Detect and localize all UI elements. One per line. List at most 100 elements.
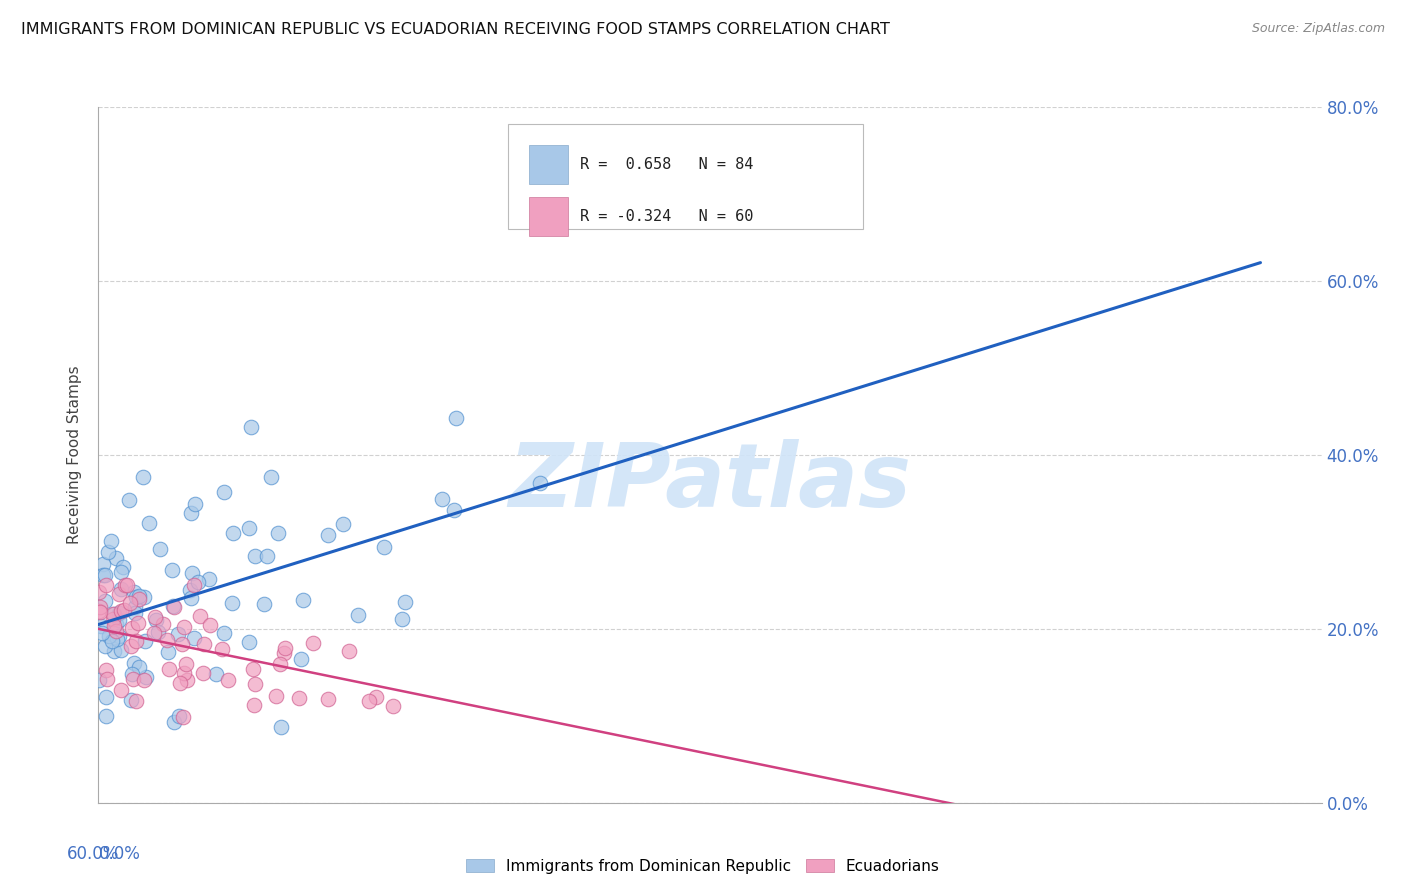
Point <box>91 626 114 640</box>
Text: ZIPatlas: ZIPatlas <box>509 439 911 526</box>
Point <box>221 596 243 610</box>
Point <box>135 670 157 684</box>
Point <box>290 652 312 666</box>
Point <box>110 682 132 697</box>
Point <box>91 567 114 582</box>
Point <box>125 633 148 648</box>
Point <box>110 565 132 579</box>
Point <box>124 600 146 615</box>
Point <box>212 484 235 499</box>
Point <box>174 657 197 671</box>
Point <box>89 604 111 618</box>
Point <box>391 612 413 626</box>
Point <box>96 709 118 723</box>
Point <box>238 635 260 649</box>
Point <box>266 689 288 703</box>
Point <box>191 665 214 680</box>
Point <box>529 475 551 490</box>
Point <box>239 420 262 434</box>
Point <box>96 578 118 592</box>
Point <box>128 660 150 674</box>
Point <box>382 698 405 713</box>
Point <box>122 585 145 599</box>
Text: R =  0.658   N = 84: R = 0.658 N = 84 <box>581 157 754 172</box>
Bar <box>529 197 568 235</box>
Point <box>152 617 174 632</box>
Point <box>217 673 239 688</box>
Point <box>108 586 131 600</box>
Point <box>160 563 183 577</box>
Point <box>104 616 127 631</box>
Point <box>125 694 148 708</box>
Point <box>252 597 274 611</box>
Point <box>332 516 354 531</box>
Point <box>221 526 243 541</box>
Point <box>316 527 339 541</box>
Point <box>134 633 156 648</box>
Point <box>108 613 131 627</box>
Point <box>242 698 264 712</box>
Point <box>373 540 395 554</box>
Point <box>96 690 118 704</box>
Point <box>292 593 315 607</box>
Point <box>121 667 143 681</box>
Point <box>103 607 125 621</box>
Point <box>288 690 311 705</box>
Point <box>318 692 340 706</box>
Point <box>238 521 260 535</box>
Point <box>245 549 267 563</box>
Point <box>94 639 117 653</box>
Point <box>243 676 266 690</box>
Point <box>273 647 295 661</box>
Point <box>128 592 150 607</box>
Text: 0.0%: 0.0% <box>98 845 141 863</box>
Point <box>267 525 290 540</box>
Point <box>149 542 172 557</box>
Point <box>112 603 135 617</box>
Point <box>205 667 228 681</box>
Point <box>101 607 124 621</box>
Point <box>124 606 146 620</box>
Point <box>121 621 143 635</box>
Point <box>132 673 155 687</box>
FancyBboxPatch shape <box>508 124 863 229</box>
Point <box>96 672 118 686</box>
Point <box>172 637 194 651</box>
Point <box>430 492 453 507</box>
Point <box>347 607 370 622</box>
Point <box>132 590 155 604</box>
Point <box>443 503 465 517</box>
Point <box>176 673 198 687</box>
Point <box>302 636 325 650</box>
Point <box>103 644 125 658</box>
Point <box>100 634 122 648</box>
Point <box>118 493 141 508</box>
Point <box>212 626 235 640</box>
Point <box>90 619 112 633</box>
Point <box>163 599 186 614</box>
Point <box>211 641 233 656</box>
Text: IMMIGRANTS FROM DOMINICAN REPUBLIC VS ECUADORIAN RECEIVING FOOD STAMPS CORRELATI: IMMIGRANTS FROM DOMINICAN REPUBLIC VS EC… <box>21 22 890 37</box>
Point <box>101 612 124 626</box>
Point <box>173 619 195 633</box>
Point <box>269 657 291 671</box>
Point <box>104 551 127 566</box>
Point <box>394 595 416 609</box>
Point <box>169 676 191 690</box>
Point <box>138 516 160 531</box>
Point <box>157 662 180 676</box>
Point <box>105 624 128 638</box>
Point <box>167 709 190 723</box>
Point <box>107 632 129 646</box>
Point <box>94 663 117 677</box>
Point <box>111 560 134 574</box>
Point <box>125 590 148 604</box>
Point <box>357 694 380 708</box>
Y-axis label: Receiving Food Stamps: Receiving Food Stamps <box>67 366 83 544</box>
Point <box>142 625 165 640</box>
Point <box>120 693 142 707</box>
Text: R = -0.324   N = 60: R = -0.324 N = 60 <box>581 209 754 224</box>
Point <box>167 627 190 641</box>
Point <box>110 604 132 618</box>
Point <box>97 628 120 642</box>
